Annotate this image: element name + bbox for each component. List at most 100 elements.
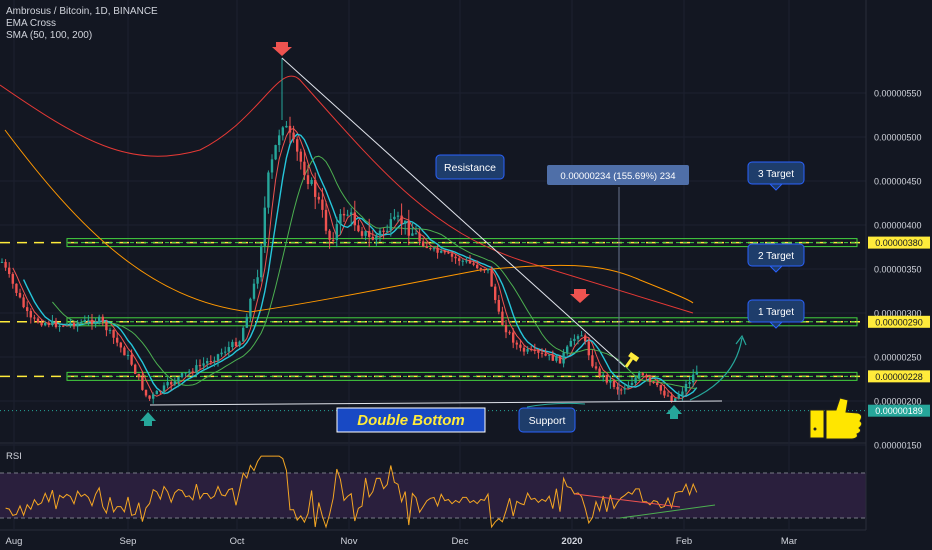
candle-body	[537, 350, 540, 353]
candle-body	[188, 371, 191, 373]
candle-body	[299, 151, 302, 162]
candle-body	[332, 239, 335, 241]
candle-body	[213, 360, 216, 362]
time-tick-label: Sep	[120, 536, 137, 547]
candle-body	[357, 225, 360, 232]
time-axis[interactable]: Aug Sep Oct Nov Dec 2020 Feb Mar	[6, 536, 798, 547]
sma-200-line	[4, 129, 694, 313]
candle-body	[526, 349, 529, 352]
rsi-divergence-red	[574, 493, 681, 508]
candle-body	[339, 213, 342, 225]
target-callout[interactable]: 3 Target	[747, 161, 805, 191]
candle-body	[220, 352, 223, 355]
candle-body	[198, 365, 202, 367]
candle-body	[94, 322, 97, 325]
candle-body	[638, 373, 641, 379]
double-bottom-box[interactable]: Double Bottom	[336, 407, 486, 433]
candle-body	[360, 231, 364, 236]
symbol-title[interactable]: Ambrosus / Bitcoin, 1D, BINANCE	[6, 6, 158, 17]
chart-legend: Ambrosus / Bitcoin, 1D, BINANCE EMA Cros…	[6, 6, 158, 42]
double-bottom-label: Double Bottom	[357, 412, 464, 429]
candle-body	[209, 361, 212, 363]
candle-body	[159, 390, 162, 392]
candle-body	[141, 376, 144, 390]
price-tick-label: 0.00000500	[874, 133, 922, 143]
price-tick-label: 0.00000350	[874, 265, 922, 275]
indicator-sma[interactable]: SMA (50, 100, 200)	[6, 30, 93, 41]
candle-body	[191, 371, 194, 373]
candle-body	[508, 332, 511, 334]
candle-body	[418, 233, 421, 242]
level-price-label: 0.00000380	[875, 238, 923, 248]
candle-body	[18, 292, 22, 298]
measure-label: 0.00000234 (155.69%) 234	[560, 171, 675, 182]
markers	[140, 42, 863, 440]
candle-body	[623, 388, 626, 390]
measure-callout[interactable]: 0.00000234 (155.69%) 234	[547, 165, 689, 185]
candle-body	[87, 319, 90, 321]
support-trendline[interactable]	[149, 400, 723, 406]
candle-body	[314, 179, 317, 197]
resistance-callout[interactable]: Resistance	[435, 154, 505, 180]
candle-body	[40, 322, 43, 326]
candle-body	[497, 299, 500, 312]
candle-body	[245, 316, 248, 328]
price-tick-label: 0.00000550	[874, 89, 922, 99]
callouts: Resistance 0.00000234 (155.69%) 234 Supp…	[336, 154, 805, 433]
price-axis[interactable]: 0.00000550 0.00000500 0.00000450 0.00000400…	[865, 0, 932, 550]
price-tick-label: 0.00000400	[874, 221, 922, 231]
candle-body	[436, 248, 439, 253]
candle-body	[101, 316, 104, 322]
candle-body	[454, 256, 457, 259]
candle-body	[641, 373, 644, 376]
candle-body	[155, 390, 158, 395]
candle-body	[206, 361, 209, 364]
candle-body	[450, 253, 454, 257]
candle-body	[396, 215, 400, 217]
candle-body	[108, 329, 112, 331]
candle-body	[296, 139, 299, 152]
candle-body	[443, 250, 446, 253]
candle-body	[404, 220, 407, 224]
candle-body	[166, 382, 169, 386]
level-price-tag[interactable]	[868, 370, 930, 383]
price-tick-label: 0.00000250	[874, 353, 922, 363]
candle-body	[468, 260, 472, 264]
candle-body	[656, 382, 659, 386]
current-price-tag[interactable]	[868, 404, 930, 417]
support-callout[interactable]: Support	[518, 407, 576, 433]
candle-body	[605, 374, 608, 383]
candle-body	[72, 323, 76, 327]
candle-body	[123, 347, 126, 356]
level-price-tag[interactable]	[868, 236, 930, 249]
candle-body	[353, 212, 356, 226]
candle-body	[584, 335, 587, 342]
candle-body	[263, 207, 266, 246]
time-tick-label: Oct	[230, 536, 245, 547]
target-pointer	[768, 183, 784, 191]
candle-body	[137, 373, 140, 377]
price-tick-label: 0.00000450	[874, 177, 922, 187]
support-label: Support	[529, 415, 566, 427]
candle-body	[576, 336, 580, 339]
candle-body	[612, 381, 616, 388]
indicator-ema-cross[interactable]: EMA Cross	[6, 18, 57, 29]
candle-body	[692, 374, 695, 383]
candle-body	[630, 383, 634, 386]
candle-body	[389, 219, 392, 231]
time-tick-label: Dec	[452, 536, 469, 547]
candle-body	[112, 329, 115, 338]
candle-body	[310, 179, 313, 185]
level-price-tag[interactable]	[868, 315, 930, 328]
resistance-trendline[interactable]	[281, 57, 626, 368]
candle-body	[80, 322, 83, 324]
target-callout[interactable]: 1 Target	[747, 299, 805, 329]
candle-body	[494, 286, 497, 300]
time-tick-label: Aug	[6, 536, 23, 547]
candle-body	[555, 355, 558, 361]
candle-body	[645, 375, 648, 378]
candle-body	[148, 395, 151, 399]
target-callout[interactable]: 2 Target	[747, 243, 805, 273]
